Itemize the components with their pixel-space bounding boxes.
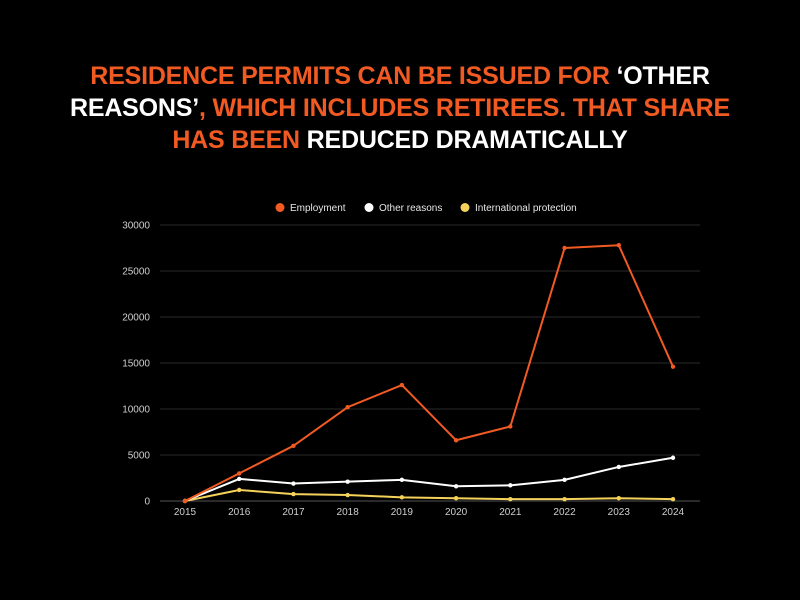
data-point bbox=[237, 471, 242, 476]
legend-marker bbox=[364, 203, 374, 212]
data-point bbox=[562, 245, 567, 251]
data-point bbox=[399, 495, 405, 500]
data-point bbox=[453, 484, 459, 489]
series-line-other-reasons bbox=[184, 456, 674, 502]
series-line-employment bbox=[184, 244, 674, 502]
title-segment: RESIDENCE PERMITS CAN BE ISSUED FOR bbox=[90, 62, 617, 90]
data-point bbox=[237, 487, 242, 493]
legend-marker bbox=[275, 203, 285, 212]
data-point bbox=[508, 424, 513, 429]
x-tick-label: 2016 bbox=[228, 507, 251, 518]
data-point bbox=[453, 496, 459, 501]
data-point bbox=[453, 438, 459, 443]
data-point bbox=[291, 481, 296, 486]
x-tick-label: 2022 bbox=[553, 507, 576, 518]
legend-label: International protection bbox=[475, 203, 577, 214]
y-tick-label: 30000 bbox=[122, 221, 150, 232]
title-segment: REDUCED DRAMATICALLY bbox=[306, 126, 628, 154]
data-point bbox=[670, 496, 676, 502]
x-tick-label: 2024 bbox=[662, 507, 685, 518]
title-segment: ‘OTHER REASONS’ bbox=[69, 62, 710, 122]
y-tick-label: 25000 bbox=[122, 267, 150, 278]
series-line-international-protection bbox=[184, 488, 674, 502]
data-point bbox=[291, 491, 296, 497]
x-tick-label: 2021 bbox=[499, 507, 522, 518]
data-point bbox=[616, 464, 621, 470]
x-tick-label: 2023 bbox=[608, 507, 631, 518]
data-point bbox=[182, 498, 188, 504]
legend-label: Other reasons bbox=[379, 203, 442, 214]
chart-title: RESIDENCE PERMITS CAN BE ISSUED FOR ‘OTH… bbox=[60, 60, 740, 156]
legend-label: Employment bbox=[290, 203, 346, 214]
data-point bbox=[399, 477, 405, 483]
data-point bbox=[562, 496, 567, 502]
data-point bbox=[345, 479, 350, 484]
data-point bbox=[399, 382, 405, 388]
data-point bbox=[237, 476, 242, 482]
data-point bbox=[616, 243, 621, 248]
data-point bbox=[508, 483, 513, 488]
title-segment: , WHICH INCLUDES RETIREES. THAT SHARE HA… bbox=[172, 94, 731, 154]
data-point bbox=[345, 492, 350, 498]
data-point bbox=[345, 404, 350, 410]
data-point bbox=[291, 443, 296, 448]
x-tick-label: 2015 bbox=[174, 507, 197, 518]
data-point bbox=[616, 496, 621, 501]
y-tick-label: 20000 bbox=[122, 313, 150, 324]
legend-marker bbox=[460, 203, 470, 212]
x-tick-label: 2019 bbox=[391, 507, 414, 518]
x-tick-label: 2018 bbox=[337, 507, 360, 518]
x-tick-label: 2020 bbox=[445, 507, 468, 518]
data-point bbox=[670, 455, 676, 460]
data-point bbox=[508, 496, 513, 502]
y-tick-label: 5000 bbox=[128, 451, 151, 462]
data-point bbox=[562, 477, 567, 483]
y-tick-label: 0 bbox=[144, 497, 150, 508]
x-tick-label: 2017 bbox=[282, 507, 305, 518]
data-point bbox=[670, 364, 676, 369]
y-tick-label: 15000 bbox=[122, 359, 150, 370]
y-tick-label: 10000 bbox=[122, 405, 150, 416]
